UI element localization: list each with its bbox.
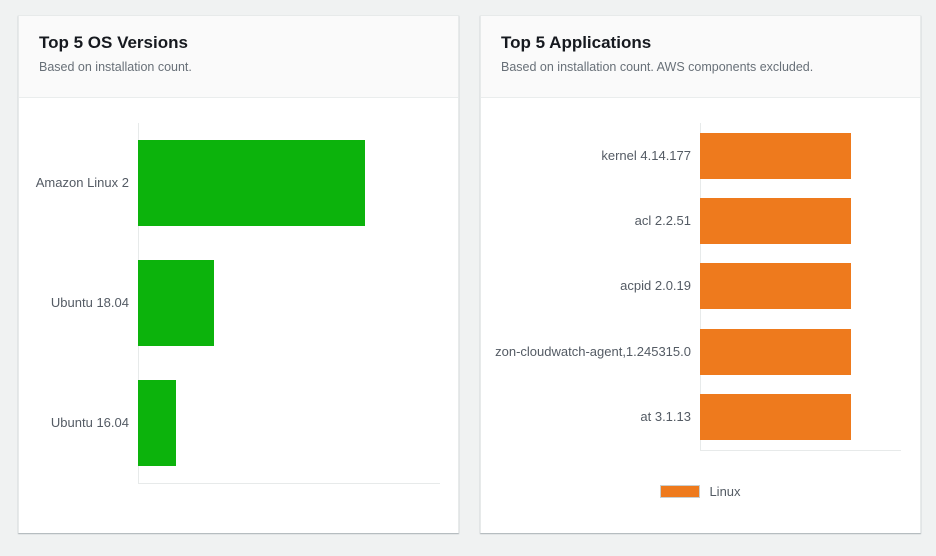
bar-row: acl 2.2.51 bbox=[481, 188, 920, 253]
category-label: Amazon Linux 2 bbox=[35, 175, 129, 190]
os-versions-card-header: Top 5 OS Versions Based on installation … bbox=[19, 16, 458, 98]
os-versions-chart-area: Amazon Linux 2 Ubuntu 18.04 Ubuntu 16.04 bbox=[19, 98, 458, 533]
bar-track bbox=[138, 243, 440, 363]
card-title: Top 5 OS Versions bbox=[39, 33, 188, 52]
bar[interactable] bbox=[138, 260, 214, 346]
category-label: at 3.1.13 bbox=[640, 409, 691, 425]
card-title: Top 5 Applications bbox=[501, 33, 652, 52]
bar-row: Ubuntu 18.04 bbox=[19, 243, 458, 363]
bar-row: Ubuntu 16.04 bbox=[19, 363, 458, 483]
bar[interactable] bbox=[700, 132, 851, 179]
category-label: Ubuntu 16.04 bbox=[50, 415, 129, 430]
category-label: acl 2.2.51 bbox=[634, 213, 691, 229]
category-label: Ubuntu 18.04 bbox=[50, 295, 129, 310]
category-label: kernel 4.14.177 bbox=[601, 147, 691, 163]
bar[interactable] bbox=[700, 263, 851, 310]
chart-legend: Linux bbox=[481, 484, 920, 499]
bar[interactable] bbox=[700, 198, 851, 245]
os-versions-card: Top 5 OS Versions Based on installation … bbox=[18, 15, 459, 533]
bar-row: at 3.1.13 bbox=[481, 385, 920, 450]
bar[interactable] bbox=[138, 380, 176, 466]
bar-row: kernel 4.14.177 bbox=[481, 123, 920, 188]
applications-card: Top 5 Applications Based on installation… bbox=[480, 15, 921, 533]
category-label: zon-cloudwatch-agent,1.245315.0 bbox=[495, 343, 691, 359]
legend-label-linux[interactable]: Linux bbox=[709, 484, 741, 499]
card-subtitle: Based on installation count. bbox=[39, 60, 192, 74]
bar-track bbox=[138, 363, 440, 483]
bar-track bbox=[700, 123, 901, 188]
bar[interactable] bbox=[138, 140, 365, 226]
card-subtitle: Based on installation count. AWS compone… bbox=[501, 60, 814, 74]
bar-track bbox=[700, 188, 901, 253]
bar-track bbox=[700, 319, 901, 384]
bar[interactable] bbox=[700, 394, 851, 441]
bar-track bbox=[700, 385, 901, 450]
bar-row: Amazon Linux 2 bbox=[19, 123, 458, 243]
bar-row: acpid 2.0.19 bbox=[481, 254, 920, 319]
bar[interactable] bbox=[700, 328, 851, 375]
applications-chart-area: kernel 4.14.177 acl 2.2.51 acpid 2.0.19 zon… bbox=[481, 98, 920, 533]
bar-track bbox=[138, 123, 440, 243]
x-axis-baseline bbox=[138, 483, 440, 484]
os-versions-bar-chart: Amazon Linux 2 Ubuntu 18.04 Ubuntu 16.04 bbox=[19, 123, 458, 483]
legend-swatch-linux[interactable] bbox=[660, 485, 701, 498]
applications-bar-chart: kernel 4.14.177 acl 2.2.51 acpid 2.0.19 zon… bbox=[481, 123, 920, 450]
category-label: acpid 2.0.19 bbox=[620, 278, 691, 294]
bar-row: zon-cloudwatch-agent,1.245315.0 bbox=[481, 319, 920, 384]
applications-card-header: Top 5 Applications Based on installation… bbox=[481, 16, 920, 98]
bar-track bbox=[700, 254, 901, 319]
x-axis-baseline bbox=[700, 450, 901, 451]
